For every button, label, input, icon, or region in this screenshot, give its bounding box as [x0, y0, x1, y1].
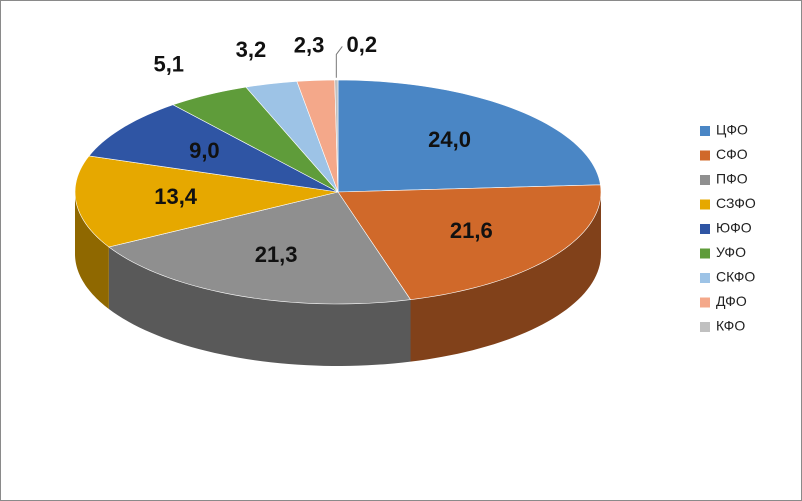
legend-label: СФО [716, 146, 748, 162]
legend-label: КФО [716, 318, 745, 334]
legend-swatch [700, 224, 710, 234]
data-label: 3,2 [236, 37, 267, 62]
data-label: 9,0 [189, 138, 220, 163]
data-label: 21,6 [450, 218, 493, 243]
slice [334, 79, 339, 193]
legend-label: ДФО [716, 293, 747, 309]
legend-swatch [700, 175, 710, 185]
data-label: 2,3 [294, 33, 325, 58]
data-label: 0,2 [347, 32, 378, 57]
legend-label: ПФО [716, 171, 748, 187]
slice [108, 191, 412, 305]
data-label: 13,4 [154, 184, 198, 209]
data-label: 5,1 [153, 51, 184, 76]
data-label: 24,0 [428, 127, 471, 152]
legend-swatch [700, 273, 710, 283]
leader-line [335, 46, 343, 78]
legend-swatch [700, 199, 710, 210]
slice-side [410, 192, 601, 362]
legend-swatch [700, 126, 710, 136]
data-label: 21,3 [255, 242, 298, 267]
legend-label: УФО [716, 244, 746, 260]
slice [172, 86, 339, 193]
slice [337, 79, 601, 193]
legend-swatch [700, 322, 710, 332]
slice-side [108, 246, 411, 366]
legend-swatch [700, 297, 710, 308]
slice [296, 79, 339, 193]
legend-label: ЮФО [716, 220, 752, 236]
slice [245, 81, 339, 193]
slice [74, 155, 339, 248]
slice [88, 104, 339, 193]
slice [337, 184, 602, 300]
legend-swatch [700, 248, 710, 259]
legend-label: СКФО [716, 269, 755, 285]
legend-swatch [700, 150, 710, 161]
legend-label: ЦФО [716, 122, 748, 138]
slice-side [75, 192, 109, 309]
legend-label: СЗФО [716, 195, 756, 211]
